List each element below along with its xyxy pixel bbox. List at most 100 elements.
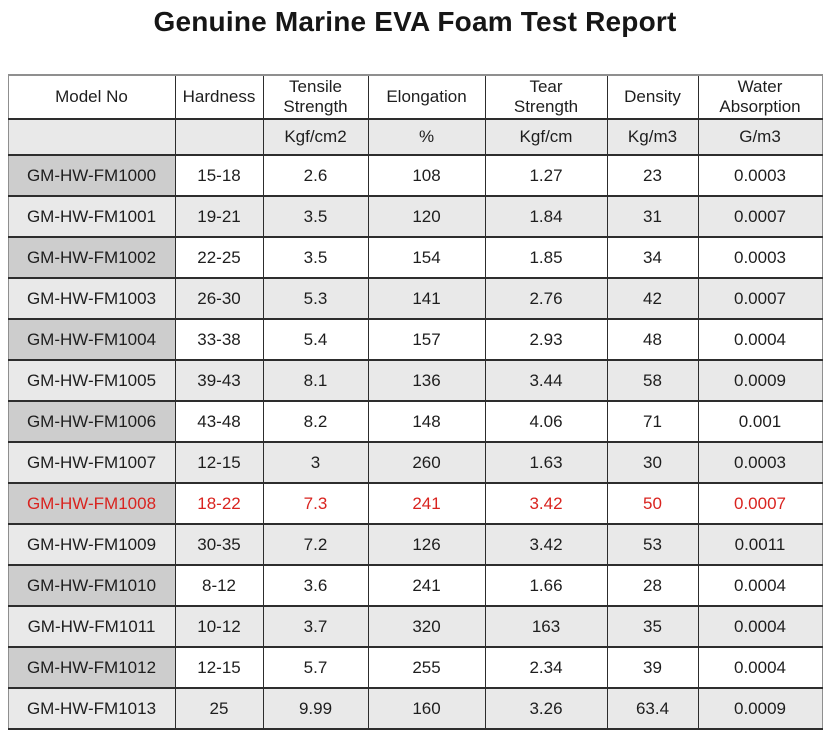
- water-absorption-cell: 0.0007: [697, 196, 822, 238]
- tear-strength-cell: 1.66: [484, 565, 607, 607]
- tear-strength-cell: 3.42: [484, 483, 607, 525]
- model-no-cell: GM-HW-FM1011: [8, 606, 175, 648]
- tear-strength-cell: 3.44: [484, 360, 607, 402]
- density-cell: 28: [606, 565, 698, 607]
- water-absorption-cell: 0.0009: [697, 688, 822, 730]
- elongation-cell: 241: [367, 565, 485, 607]
- tensile-strength-cell: 8.1: [262, 360, 368, 402]
- tensile-strength-cell: 5.7: [262, 647, 368, 689]
- elongation-cell: 157: [367, 319, 485, 361]
- model-no-cell: GM-HW-FM1009: [8, 524, 175, 566]
- density-cell: 30: [606, 442, 698, 484]
- elongation-cell: 126: [367, 524, 485, 566]
- tensile-strength-cell: 3.5: [262, 237, 368, 279]
- table-row: GM-HW-FM1013 25 9.99 160 3.26 63.4 0.0009: [8, 688, 822, 730]
- tensile-strength-cell: 3.6: [262, 565, 368, 607]
- elongation-cell: 148: [367, 401, 485, 443]
- hardness-cell: 19-21: [174, 196, 263, 238]
- column-header-tear-strength: Tear Strength: [484, 75, 607, 120]
- density-cell: 23: [606, 155, 698, 197]
- density-cell: 63.4: [606, 688, 698, 730]
- unit-cell-density: Kg/m3: [606, 119, 698, 156]
- tear-strength-cell: 3.26: [484, 688, 607, 730]
- model-no-cell: GM-HW-FM1002: [8, 237, 175, 279]
- model-no-cell: GM-HW-FM1006: [8, 401, 175, 443]
- table-body: GM-HW-FM1000 15-18 2.6 108 1.27 23 0.0003 GM-HW…: [8, 155, 822, 730]
- water-absorption-cell: 0.0003: [697, 237, 822, 279]
- tear-strength-cell: 2.34: [484, 647, 607, 689]
- hardness-cell: 8-12: [174, 565, 263, 607]
- elongation-cell: 141: [367, 278, 485, 320]
- unit-cell-water-absorption: G/m3: [697, 119, 822, 156]
- water-absorption-cell: 0.0009: [697, 360, 822, 402]
- water-absorption-cell: 0.0007: [697, 483, 822, 525]
- tear-strength-cell: 2.76: [484, 278, 607, 320]
- hardness-cell: 12-15: [174, 442, 263, 484]
- elongation-cell: 108: [367, 155, 485, 197]
- test-report-table: Model No Hardness Tensile Strength Elong…: [7, 74, 823, 730]
- density-cell: 42: [606, 278, 698, 320]
- tensile-strength-cell: 9.99: [262, 688, 368, 730]
- model-no-cell: GM-HW-FM1003: [8, 278, 175, 320]
- density-cell: 48: [606, 319, 698, 361]
- elongation-cell: 255: [367, 647, 485, 689]
- tensile-strength-cell: 3.7: [262, 606, 368, 648]
- tear-strength-cell: 3.42: [484, 524, 607, 566]
- model-no-cell: GM-HW-FM1007: [8, 442, 175, 484]
- model-no-cell: GM-HW-FM1001: [8, 196, 175, 238]
- hardness-cell: 33-38: [174, 319, 263, 361]
- table-row: GM-HW-FM1003 26-30 5.3 141 2.76 42 0.0007: [8, 278, 822, 320]
- table-row: GM-HW-FM1000 15-18 2.6 108 1.27 23 0.0003: [8, 155, 822, 197]
- model-no-cell: GM-HW-FM1005: [8, 360, 175, 402]
- hardness-cell: 26-30: [174, 278, 263, 320]
- table-row: GM-HW-FM1004 33-38 5.4 157 2.93 48 0.0004: [8, 319, 822, 361]
- density-cell: 50: [606, 483, 698, 525]
- tensile-strength-cell: 7.2: [262, 524, 368, 566]
- tear-strength-cell: 4.06: [484, 401, 607, 443]
- tensile-strength-cell: 8.2: [262, 401, 368, 443]
- units-row: Kgf/cm2 % Kgf/cm Kg/m3 G/m3: [8, 119, 822, 156]
- column-header-hardness: Hardness: [174, 75, 263, 120]
- hardness-cell: 10-12: [174, 606, 263, 648]
- unit-cell-elongation: %: [367, 119, 485, 156]
- table-row: GM-HW-FM1006 43-48 8.2 148 4.06 71 0.001: [8, 401, 822, 443]
- tensile-strength-cell: 3: [262, 442, 368, 484]
- tear-strength-cell: 163: [484, 606, 607, 648]
- model-no-cell: GM-HW-FM1012: [8, 647, 175, 689]
- table-row: GM-HW-FM1008 18-22 7.3 241 3.42 50 0.0007: [8, 483, 822, 525]
- water-absorption-cell: 0.0003: [697, 442, 822, 484]
- table-row: GM-HW-FM1005 39-43 8.1 136 3.44 58 0.0009: [8, 360, 822, 402]
- table-row: GM-HW-FM1009 30-35 7.2 126 3.42 53 0.0011: [8, 524, 822, 566]
- elongation-cell: 154: [367, 237, 485, 279]
- table-row: GM-HW-FM1001 19-21 3.5 120 1.84 31 0.0007: [8, 196, 822, 238]
- hardness-cell: 39-43: [174, 360, 263, 402]
- tensile-strength-cell: 3.5: [262, 196, 368, 238]
- hardness-cell: 25: [174, 688, 263, 730]
- table-row: GM-HW-FM1011 10-12 3.7 320 163 35 0.0004: [8, 606, 822, 648]
- table-row: GM-HW-FM1010 8-12 3.6 241 1.66 28 0.0004: [8, 565, 822, 607]
- hardness-cell: 15-18: [174, 155, 263, 197]
- density-cell: 58: [606, 360, 698, 402]
- model-no-cell: GM-HW-FM1013: [8, 688, 175, 730]
- column-header-elongation: Elongation: [367, 75, 485, 120]
- model-no-cell: GM-HW-FM1008: [8, 483, 175, 525]
- model-no-cell: GM-HW-FM1000: [8, 155, 175, 197]
- elongation-cell: 260: [367, 442, 485, 484]
- page-title: Genuine Marine EVA Foam Test Report: [153, 6, 677, 37]
- model-no-cell: GM-HW-FM1004: [8, 319, 175, 361]
- hardness-cell: 43-48: [174, 401, 263, 443]
- tear-strength-cell: 2.93: [484, 319, 607, 361]
- density-cell: 35: [606, 606, 698, 648]
- elongation-cell: 241: [367, 483, 485, 525]
- elongation-cell: 320: [367, 606, 485, 648]
- elongation-cell: 136: [367, 360, 485, 402]
- density-cell: 31: [606, 196, 698, 238]
- water-absorption-cell: 0.0004: [697, 565, 822, 607]
- model-no-cell: GM-HW-FM1010: [8, 565, 175, 607]
- hardness-cell: 18-22: [174, 483, 263, 525]
- elongation-cell: 160: [367, 688, 485, 730]
- tear-strength-cell: 1.84: [484, 196, 607, 238]
- header-row: Model No Hardness Tensile Strength Elong…: [8, 75, 822, 120]
- column-header-tensile-strength: Tensile Strength: [262, 75, 368, 120]
- column-header-model-no: Model No: [8, 75, 175, 120]
